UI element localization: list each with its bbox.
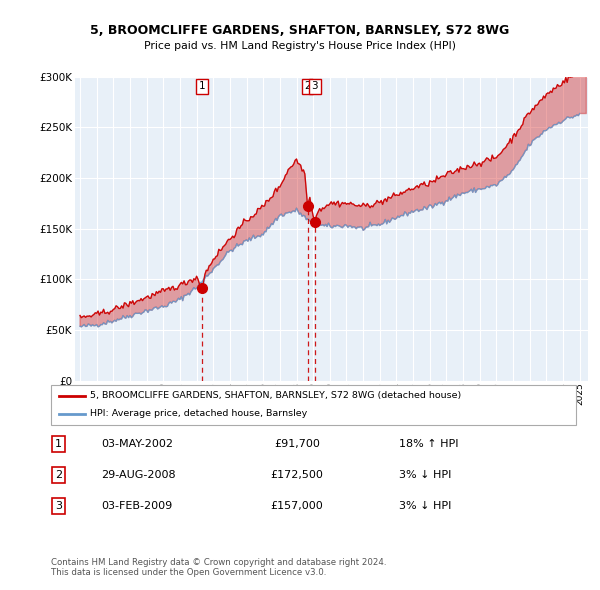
Text: 5, BROOMCLIFFE GARDENS, SHAFTON, BARNSLEY, S72 8WG: 5, BROOMCLIFFE GARDENS, SHAFTON, BARNSLE… — [91, 24, 509, 37]
Text: 1: 1 — [199, 81, 206, 91]
Text: £157,000: £157,000 — [271, 502, 323, 511]
Text: 29-AUG-2008: 29-AUG-2008 — [101, 470, 175, 480]
Text: £172,500: £172,500 — [271, 470, 323, 480]
Text: 3% ↓ HPI: 3% ↓ HPI — [399, 470, 451, 480]
Text: Price paid vs. HM Land Registry's House Price Index (HPI): Price paid vs. HM Land Registry's House … — [144, 41, 456, 51]
Text: Contains HM Land Registry data © Crown copyright and database right 2024.
This d: Contains HM Land Registry data © Crown c… — [51, 558, 386, 577]
Text: 5, BROOMCLIFFE GARDENS, SHAFTON, BARNSLEY, S72 8WG (detached house): 5, BROOMCLIFFE GARDENS, SHAFTON, BARNSLE… — [91, 391, 461, 400]
Text: 3: 3 — [55, 502, 62, 511]
Text: 1: 1 — [55, 439, 62, 448]
Text: 2: 2 — [304, 81, 311, 91]
Text: £91,700: £91,700 — [274, 439, 320, 448]
Text: 18% ↑ HPI: 18% ↑ HPI — [399, 439, 458, 448]
Text: 03-FEB-2009: 03-FEB-2009 — [101, 502, 172, 511]
Text: 3: 3 — [311, 81, 318, 91]
Text: HPI: Average price, detached house, Barnsley: HPI: Average price, detached house, Barn… — [91, 409, 308, 418]
Text: 3% ↓ HPI: 3% ↓ HPI — [399, 502, 451, 511]
Text: 03-MAY-2002: 03-MAY-2002 — [101, 439, 173, 448]
Text: 2: 2 — [55, 470, 62, 480]
